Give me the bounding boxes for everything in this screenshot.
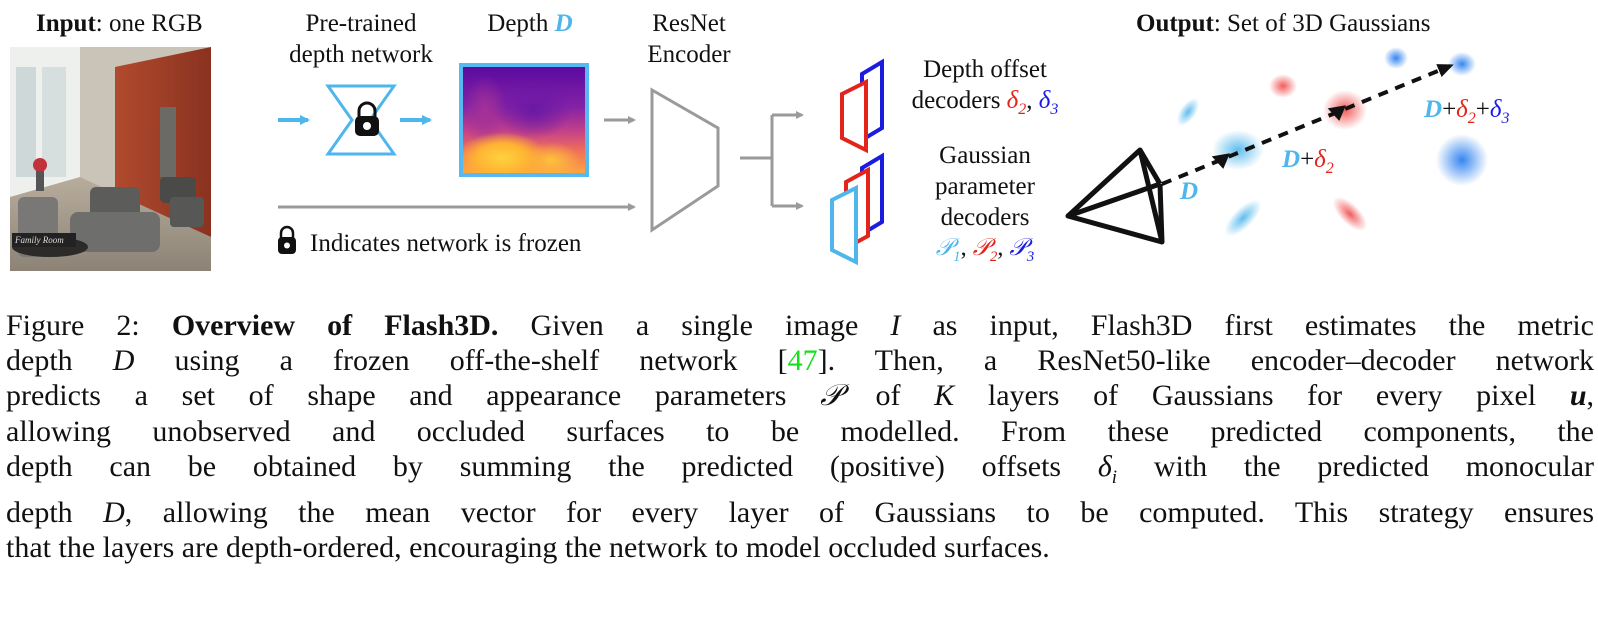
ray-label-d-delta2: D+δ2 [1282, 146, 1334, 177]
depth-label: Depth D [487, 10, 573, 37]
gaussian-blob [1176, 98, 1200, 126]
output-label: Output: Set of 3D Gaussians [1136, 10, 1431, 37]
lock-icon [278, 225, 296, 254]
resnet-encoder-shape [650, 87, 720, 233]
gaussian-blob [1224, 199, 1262, 237]
pretrained-label: Pre-trained depth network [289, 10, 433, 68]
arrow-head [1327, 105, 1346, 121]
ray-label-d: D [1180, 178, 1199, 205]
ray-label-d-delta2-delta3: D+δ2+δ3 [1424, 96, 1510, 127]
citation-link[interactable]: 47 [787, 344, 818, 378]
diagram-graphics [278, 47, 1488, 266]
gaussian-blob [1323, 90, 1367, 130]
gaussian-decoder-label: Gaussian parameter decoders 𝒫1, 𝒫2, 𝒫3 [935, 142, 1035, 265]
caption-line: depth D using a frozen off-the-shelf net… [6, 344, 1594, 378]
camera-ray [1161, 64, 1454, 186]
gaussian-decoder-cyan [830, 184, 858, 266]
gaussian-blob [1332, 196, 1368, 232]
figure-caption: Figure 2: Overview of Flash3D. Given a s… [6, 308, 1594, 565]
lock-icon [355, 101, 379, 136]
caption-line: Figure 2: Overview of Flash3D. Given a s… [6, 309, 1594, 342]
frozen-note: Indicates network is frozen [310, 230, 582, 257]
input-rgb-image: Family Room [10, 47, 211, 271]
caption-line: depth D, allowing the mean vector for ev… [6, 496, 1594, 530]
gaussian-blob [1448, 52, 1476, 76]
photo-caption-text: Family Room [14, 235, 64, 245]
gaussian-blob [1384, 47, 1408, 69]
arrow-head [1211, 153, 1230, 169]
figure-overview: Family Room [0, 0, 1598, 285]
caption-line: that the layers are depth-ordered, encou… [6, 531, 1050, 565]
depth-offset-decoder-red [840, 78, 868, 154]
gaussian-blob [1436, 134, 1488, 186]
gaussian-blob [1269, 74, 1297, 98]
caption-line: allowing unobserved and occluded surface… [6, 414, 1594, 448]
caption-line: depth can be obtained by summing the pre… [6, 449, 1594, 488]
caption-line: predicts a set of shape and appearance p… [6, 379, 1594, 413]
resnet-label: ResNet Encoder [647, 10, 731, 68]
depth-map-image [459, 63, 589, 177]
input-label: Input: one RGB [36, 10, 203, 37]
depth-offset-label: Depth offset decoders δ2, δ3 [911, 56, 1059, 118]
camera-frustum-icon [1065, 147, 1165, 245]
